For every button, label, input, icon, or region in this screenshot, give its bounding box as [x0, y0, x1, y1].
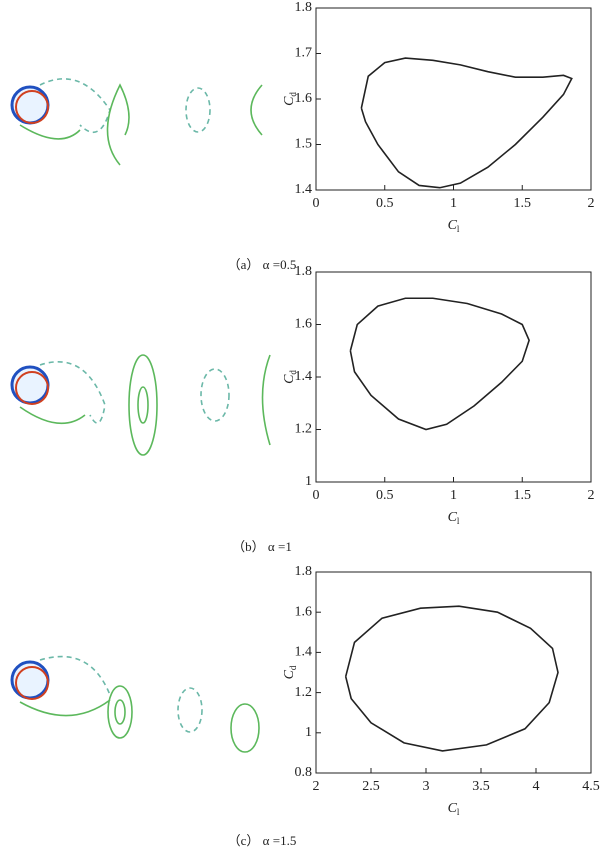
- y-tick-label: 1.7: [295, 46, 313, 61]
- y-axis-label-group: Cd: [282, 370, 298, 384]
- y-tick-label: 0.8: [295, 765, 313, 780]
- x-tick-label: 2: [588, 196, 595, 211]
- caption: （c） α =1.5: [228, 833, 297, 848]
- y-tick-label: 1.2: [295, 422, 313, 437]
- plot-frame: [315, 571, 592, 774]
- x-tick-label: 1.5: [514, 488, 532, 503]
- x-tick-label: 0.5: [376, 488, 394, 503]
- axis-label: Cl: [448, 218, 460, 234]
- axis-label-subscript: l: [457, 807, 460, 817]
- axis-label-subscript: d: [288, 92, 298, 97]
- axis-label-symbol: C: [282, 96, 297, 106]
- y-tick-label: 1: [305, 474, 312, 489]
- y-tick-label: 1.6: [295, 91, 313, 106]
- axis-label: Cd: [282, 370, 298, 384]
- x-tick-label: 1: [450, 488, 457, 503]
- curve: [349, 297, 530, 431]
- plot-frame: [315, 7, 592, 191]
- x-tick-label: 2: [588, 488, 595, 503]
- x-tick-label: 2.5: [362, 779, 380, 794]
- x-tick-label: 1: [450, 196, 457, 211]
- x-tick-label: 4.5: [582, 779, 600, 794]
- y-tick-label: 1: [305, 725, 312, 740]
- x-tick-label: 4: [533, 779, 540, 794]
- x-tick-label: 3: [423, 779, 430, 794]
- axis-label-symbol: C: [448, 801, 458, 816]
- axis-label-subscript: l: [457, 516, 460, 526]
- contour-image: [10, 655, 260, 753]
- axis-label: Cl: [448, 510, 460, 526]
- x-tick-label: 0: [313, 196, 320, 211]
- y-tick-label: 1.8: [295, 264, 313, 279]
- axis-label-subscript: l: [457, 224, 460, 234]
- caption: （a） α =0.5: [228, 257, 297, 272]
- y-axis-label-group: Cd: [282, 665, 298, 679]
- axis-label-subscript: d: [288, 370, 298, 375]
- x-tick-label: 2: [313, 779, 320, 794]
- x-tick-label: 3.5: [472, 779, 490, 794]
- y-tick-label: 1.8: [295, 0, 313, 15]
- x-tick-label: 1.5: [514, 196, 532, 211]
- curve: [360, 57, 573, 189]
- axis-label-symbol: C: [448, 218, 458, 233]
- axis-label: Cl: [448, 801, 460, 817]
- y-tick-label: 1.4: [295, 182, 313, 197]
- caption: （b） α =1: [232, 539, 292, 554]
- contour-image: [10, 354, 271, 456]
- y-tick-label: 1.4: [295, 369, 313, 384]
- axis-label-symbol: C: [282, 669, 297, 679]
- curve: [344, 605, 559, 752]
- x-tick-label: 0: [313, 488, 320, 503]
- y-tick-label: 1.8: [295, 564, 313, 579]
- y-tick-label: 1.4: [295, 645, 313, 660]
- y-tick-label: 1.6: [295, 317, 313, 332]
- y-tick-label: 1.6: [295, 604, 313, 619]
- contour-image: [10, 78, 263, 166]
- y-axis-label-group: Cd: [282, 92, 298, 106]
- axis-label-subscript: d: [288, 665, 298, 670]
- axis-label: Cd: [282, 92, 298, 106]
- y-tick-label: 1.2: [295, 685, 313, 700]
- x-tick-label: 0.5: [376, 196, 394, 211]
- axis-label-symbol: C: [448, 510, 458, 525]
- y-tick-label: 1.5: [295, 137, 313, 152]
- axis-label-symbol: C: [282, 374, 297, 384]
- axis-label: Cd: [282, 665, 298, 679]
